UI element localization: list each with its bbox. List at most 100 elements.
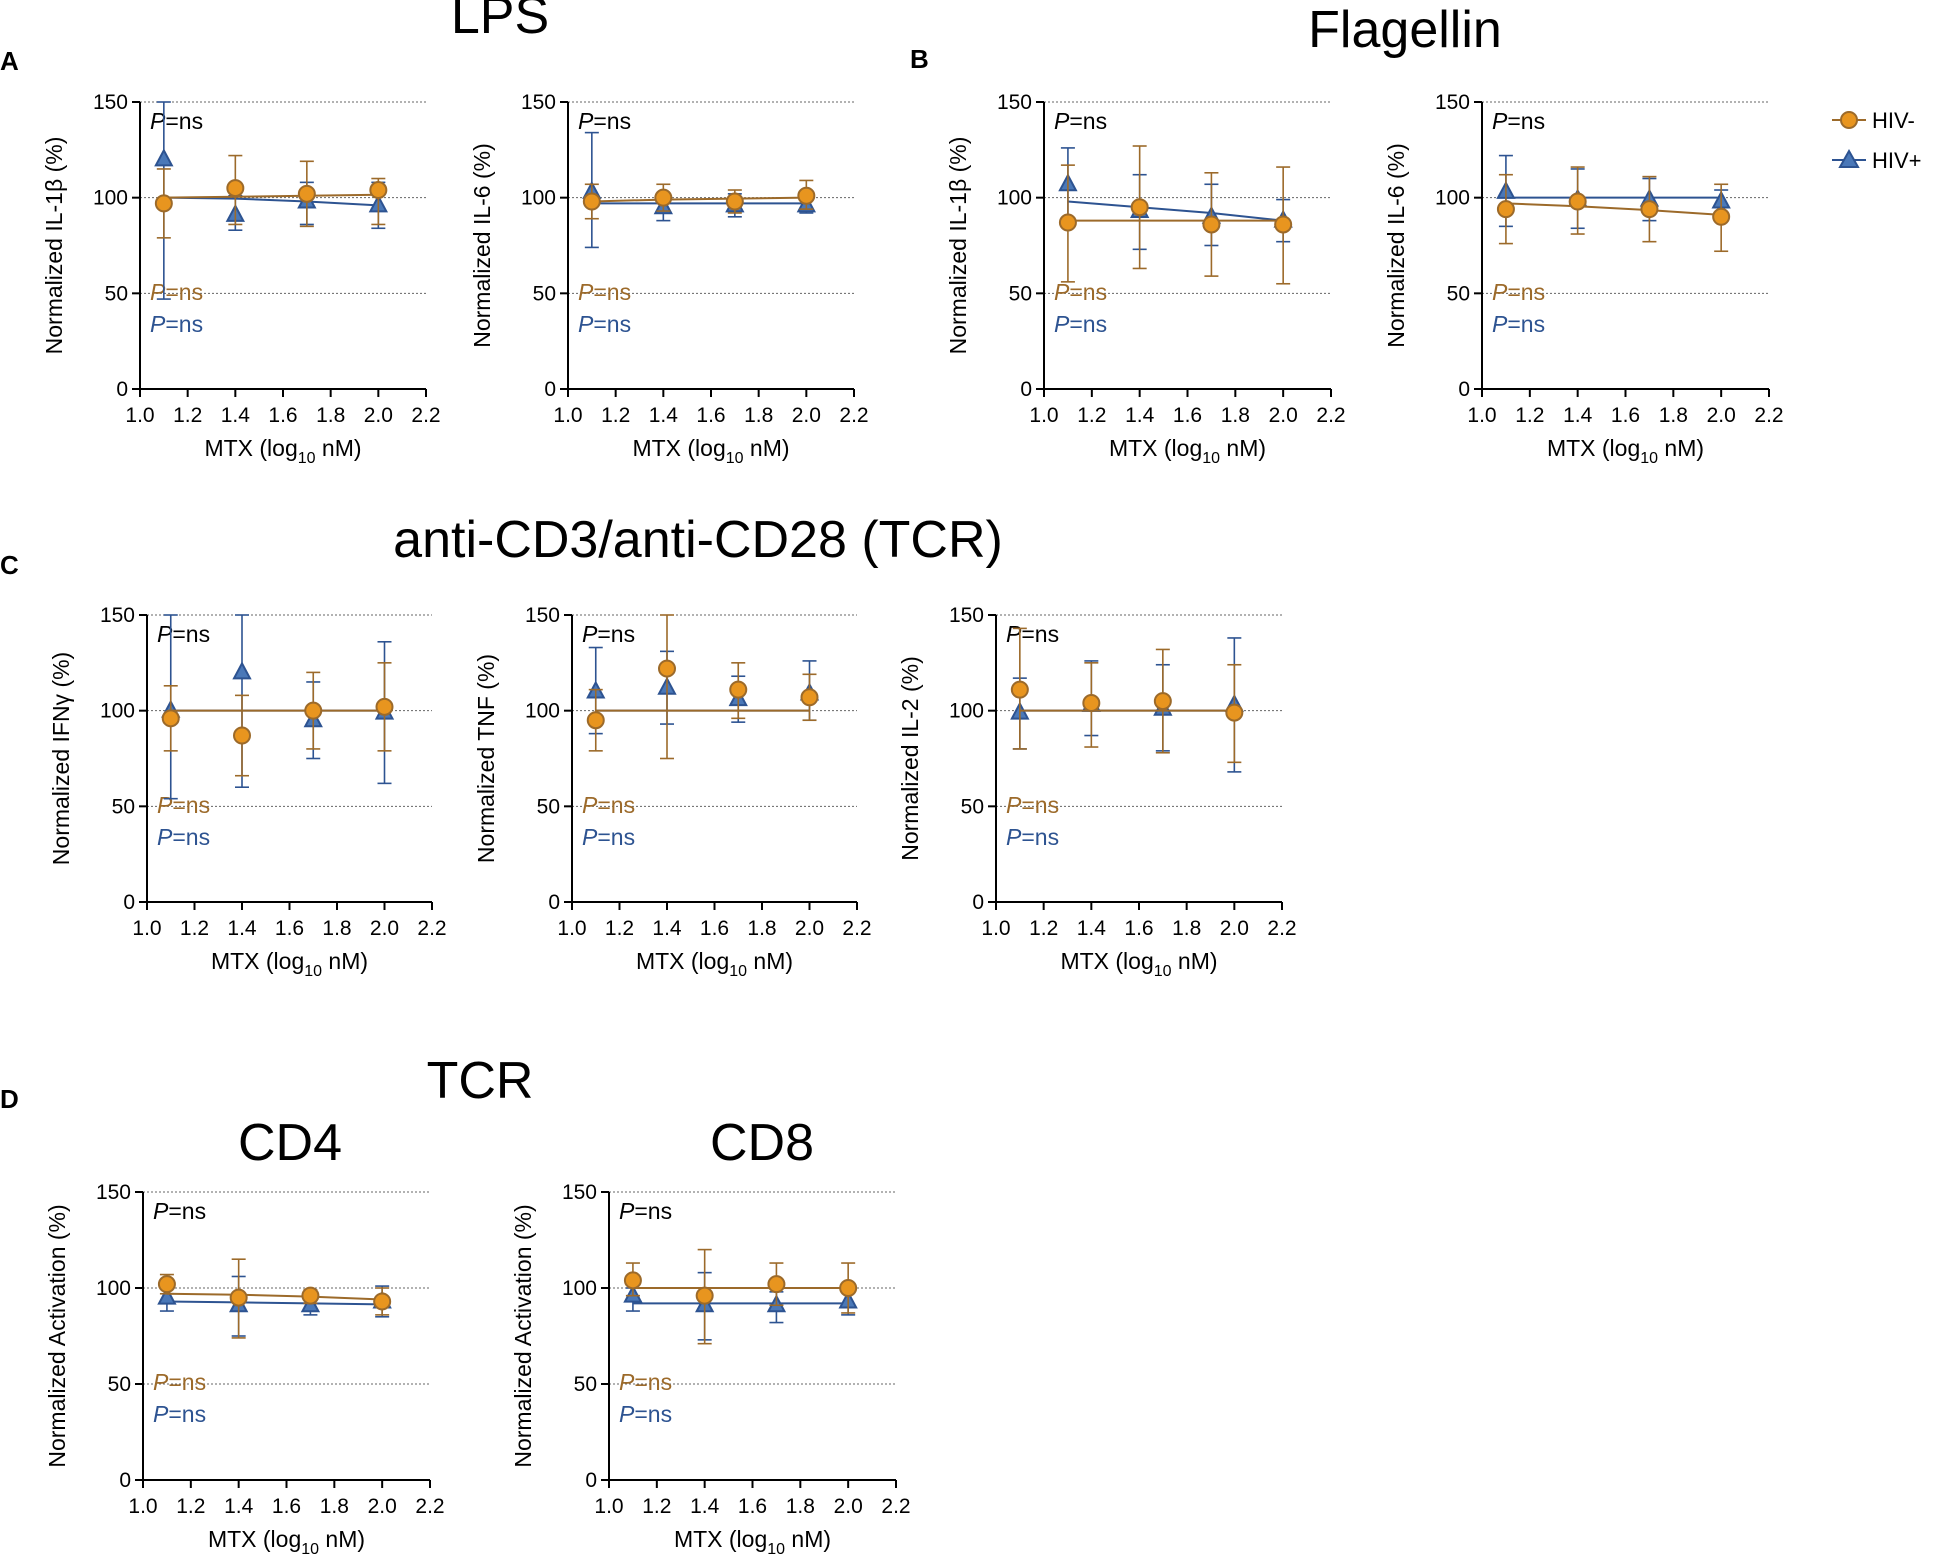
x-tick-label: 2.2 xyxy=(417,917,446,940)
x-tick-label: 1.8 xyxy=(747,917,776,940)
x-tick-label: 2.2 xyxy=(1316,404,1345,427)
data-point-hiv-neg xyxy=(839,1279,858,1297)
y-tick-label: 0 xyxy=(972,891,984,914)
p-value-hiv-neg: P=ns xyxy=(1054,279,1107,305)
y-tick-label: 0 xyxy=(119,1469,131,1492)
chart-b1: 0 50 100 150 1.0 1.2 1.4 1.6 1.8 2.0 2.2 MTX (log10… xyxy=(945,91,1346,467)
y-tick-label: 50 xyxy=(533,282,556,305)
x-tick-label: 1.4 xyxy=(221,404,251,427)
y-tick-label: 100 xyxy=(997,187,1032,210)
x-tick-label: 1.8 xyxy=(786,1495,815,1518)
data-point-hiv-neg xyxy=(373,1292,392,1311)
p-value-hiv-neg: P=ns xyxy=(582,792,635,818)
title-cd4: CD4 xyxy=(238,1114,342,1172)
chart-a2: 0 50 100 150 1.0 1.2 1.4 1.6 1.8 2.0 2.2 MTX (log10… xyxy=(469,91,869,467)
x-tick-label: 1.6 xyxy=(1124,917,1153,940)
x-tick-label: 1.2 xyxy=(601,404,630,427)
x-tick-label: 1.4 xyxy=(1125,404,1155,427)
p-value-hiv-pos: P=ns xyxy=(1492,311,1545,337)
p-value-hiv-neg: P=ns xyxy=(619,1369,672,1395)
y-tick-label: 50 xyxy=(574,1373,597,1396)
charts-container: 0 50 100 150 1.0 1.2 1.4 1.6 1.8 2.0 2.2 MTX (log10… xyxy=(41,91,1784,1558)
x-tick-label: 2.2 xyxy=(411,404,440,427)
x-tick-label: 1.6 xyxy=(268,404,297,427)
x-tick-label: 1.0 xyxy=(128,1495,157,1518)
p-value-hiv-pos: P=ns xyxy=(157,824,210,850)
x-tick-label: 2.0 xyxy=(370,917,399,940)
data-point-hiv-neg xyxy=(1274,215,1293,234)
y-axis-label: Normalized Activation (%) xyxy=(44,1204,70,1467)
p-value-overall: P=ns xyxy=(619,1198,672,1224)
p-value-hiv-pos: P=ns xyxy=(619,1401,672,1427)
chart-d2: 0 50 100 150 1.0 1.2 1.4 1.6 1.8 2.0 2.2 MTX (log10… xyxy=(510,1181,911,1558)
data-point-hiv-neg xyxy=(725,192,744,211)
x-tick-label: 1.8 xyxy=(744,404,773,427)
legend: HIV- HIV+ xyxy=(1832,108,1922,173)
x-axis-label: MTX (log10 nM) xyxy=(632,435,789,467)
x-tick-label: 1.6 xyxy=(1611,404,1640,427)
y-axis-label: Normalized IL-1β (%) xyxy=(945,137,971,355)
x-tick-label: 1.8 xyxy=(320,1495,349,1518)
y-tick-label: 100 xyxy=(949,700,984,723)
fit-line-hiv-neg xyxy=(1505,202,1722,216)
x-tick-label: 2.0 xyxy=(792,404,821,427)
x-tick-label: 1.8 xyxy=(1659,404,1688,427)
title-flagellin: Flagellin xyxy=(1308,1,1502,59)
data-point-hiv-neg xyxy=(304,701,323,720)
fit-line-hiv-pos xyxy=(1067,200,1284,222)
data-point-hiv-neg xyxy=(623,1271,642,1290)
data-point-hiv-neg xyxy=(1130,198,1149,217)
x-tick-label: 1.2 xyxy=(1029,917,1058,940)
y-tick-label: 150 xyxy=(949,604,984,627)
x-tick-label: 1.0 xyxy=(594,1495,623,1518)
x-tick-label: 2.0 xyxy=(368,1495,397,1518)
x-tick-label: 2.2 xyxy=(881,1495,910,1518)
p-value-overall: P=ns xyxy=(150,108,203,134)
x-tick-label: 2.0 xyxy=(364,404,393,427)
p-value-overall: P=ns xyxy=(582,621,635,647)
x-tick-label: 1.4 xyxy=(649,404,679,427)
y-tick-label: 50 xyxy=(112,795,135,818)
y-tick-label: 100 xyxy=(93,187,128,210)
chart-a1: 0 50 100 150 1.0 1.2 1.4 1.6 1.8 2.0 2.2 MTX (log10… xyxy=(41,91,441,467)
y-tick-label: 100 xyxy=(525,700,560,723)
y-axis-label: Normalized IL-2 (%) xyxy=(897,656,923,861)
p-value-overall: P=ns xyxy=(1492,108,1545,134)
p-value-hiv-neg: P=ns xyxy=(1006,792,1059,818)
chart-d1: 0 50 100 150 1.0 1.2 1.4 1.6 1.8 2.0 2.2 MTX (log10… xyxy=(44,1181,445,1558)
x-tick-label: 2.2 xyxy=(842,917,871,940)
y-tick-label: 100 xyxy=(1435,187,1470,210)
chart-c2: 0 50 100 150 1.0 1.2 1.4 1.6 1.8 2.0 2.2 MTX (log10… xyxy=(473,604,872,980)
y-tick-label: 0 xyxy=(116,378,128,401)
legend-label-hiv-neg: HIV- xyxy=(1872,108,1915,133)
x-tick-label: 1.2 xyxy=(605,917,634,940)
x-axis-label: MTX (log10 nM) xyxy=(211,948,368,980)
data-point-hiv-neg xyxy=(1058,213,1077,232)
p-value-hiv-pos: P=ns xyxy=(150,311,203,337)
y-tick-label: 150 xyxy=(96,1181,131,1204)
data-point-hiv-neg xyxy=(800,688,819,707)
x-axis-label: MTX (log10 nM) xyxy=(208,1526,365,1558)
data-point-hiv-neg xyxy=(1225,703,1244,722)
x-tick-label: 1.0 xyxy=(132,917,161,940)
x-tick-label: 1.6 xyxy=(272,1495,301,1518)
p-value-overall: P=ns xyxy=(153,1198,206,1224)
x-tick-label: 1.8 xyxy=(322,917,351,940)
fit-line-hiv-pos xyxy=(163,196,379,207)
panel-letter-c: C xyxy=(0,550,19,580)
data-point-hiv-neg xyxy=(797,186,816,205)
x-tick-label: 1.2 xyxy=(180,917,209,940)
x-axis-label: MTX (log10 nM) xyxy=(636,948,793,980)
x-tick-label: 1.2 xyxy=(642,1495,671,1518)
x-tick-label: 1.6 xyxy=(275,917,304,940)
data-point-hiv-neg xyxy=(161,709,180,728)
x-tick-label: 1.6 xyxy=(696,404,725,427)
x-axis-label: MTX (log10 nM) xyxy=(1109,435,1266,467)
x-tick-label: 1.4 xyxy=(690,1495,720,1518)
x-tick-label: 1.0 xyxy=(125,404,154,427)
p-value-hiv-pos: P=ns xyxy=(578,311,631,337)
y-tick-label: 150 xyxy=(997,91,1032,114)
x-tick-label: 1.0 xyxy=(981,917,1010,940)
x-tick-label: 2.0 xyxy=(834,1495,863,1518)
x-tick-label: 2.0 xyxy=(795,917,824,940)
